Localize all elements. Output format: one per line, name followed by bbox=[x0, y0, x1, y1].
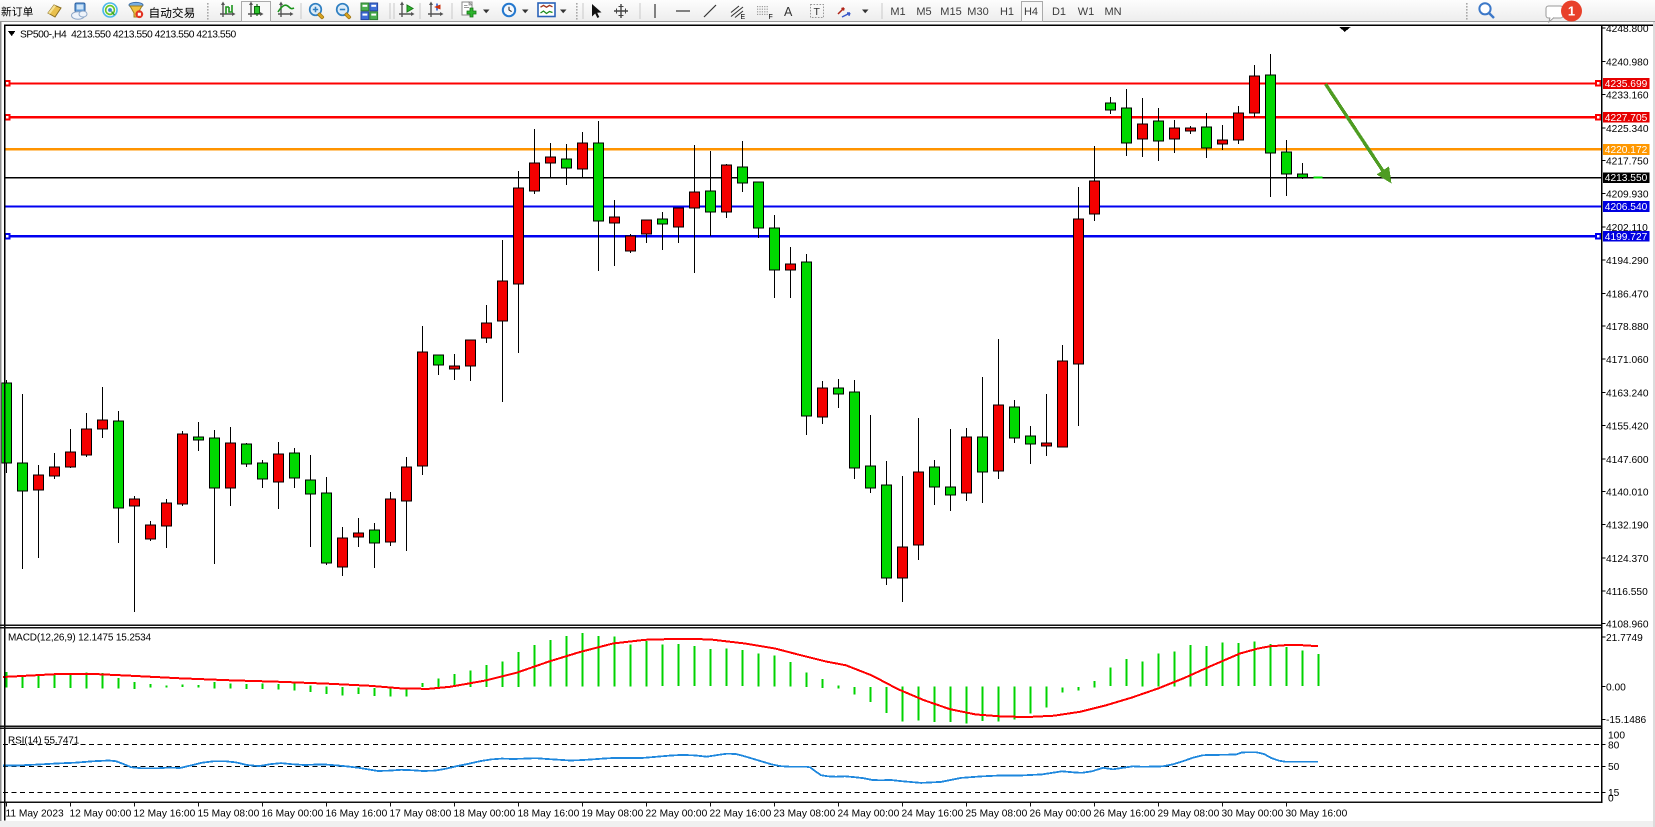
svg-text:4147.600: 4147.600 bbox=[1606, 455, 1649, 466]
svg-text:4171.060: 4171.060 bbox=[1606, 355, 1649, 366]
svg-text:4116.550: 4116.550 bbox=[1606, 587, 1648, 598]
svg-text:D1: D1 bbox=[1052, 6, 1066, 18]
svg-text:4235.699: 4235.699 bbox=[1605, 79, 1648, 90]
svg-text:12 May 16:00: 12 May 16:00 bbox=[134, 809, 196, 820]
svg-text:4227.705: 4227.705 bbox=[1605, 113, 1648, 124]
svg-text:4140.010: 4140.010 bbox=[1606, 487, 1649, 498]
svg-text:M30: M30 bbox=[967, 6, 988, 18]
svg-text:30 May 00:00: 30 May 00:00 bbox=[1222, 809, 1284, 820]
svg-text:4163.240: 4163.240 bbox=[1606, 388, 1649, 399]
svg-text:19 May 08:00: 19 May 08:00 bbox=[582, 809, 644, 820]
svg-text:18 May 00:00: 18 May 00:00 bbox=[454, 809, 516, 820]
svg-text:17 May 08:00: 17 May 08:00 bbox=[390, 809, 452, 820]
svg-text:24 May 16:00: 24 May 16:00 bbox=[902, 809, 964, 820]
svg-text:30 May 16:00: 30 May 16:00 bbox=[1286, 809, 1348, 820]
svg-text:4199.727: 4199.727 bbox=[1605, 232, 1648, 243]
svg-text:4213.550: 4213.550 bbox=[1605, 173, 1648, 184]
svg-text:-15.1486: -15.1486 bbox=[1606, 715, 1647, 726]
svg-text:4225.340: 4225.340 bbox=[1606, 124, 1649, 135]
svg-text:21.7749: 21.7749 bbox=[1606, 633, 1643, 644]
svg-text:26 May 00:00: 26 May 00:00 bbox=[1030, 809, 1092, 820]
svg-text:4248.800: 4248.800 bbox=[1606, 24, 1649, 35]
svg-text:12 May 00:00: 12 May 00:00 bbox=[70, 809, 132, 820]
svg-text:15: 15 bbox=[1608, 788, 1620, 799]
svg-text:0.00: 0.00 bbox=[1606, 683, 1626, 694]
svg-text:23 May 08:00: 23 May 08:00 bbox=[774, 809, 836, 820]
svg-text:4202.110: 4202.110 bbox=[1606, 223, 1648, 234]
svg-text:4178.880: 4178.880 bbox=[1606, 322, 1649, 333]
svg-text:16 May 16:00: 16 May 16:00 bbox=[326, 809, 388, 820]
svg-text:4194.290: 4194.290 bbox=[1606, 256, 1649, 267]
svg-text:H4: H4 bbox=[1024, 6, 1038, 18]
svg-text:MACD(12,26,9) 12.1475 15.2534: MACD(12,26,9) 12.1475 15.2534 bbox=[8, 633, 152, 644]
svg-text:4132.190: 4132.190 bbox=[1606, 521, 1649, 532]
svg-text:4209.930: 4209.930 bbox=[1606, 190, 1649, 201]
svg-text:4155.420: 4155.420 bbox=[1606, 422, 1649, 433]
svg-text:M15: M15 bbox=[940, 6, 961, 18]
svg-text:MN: MN bbox=[1104, 6, 1121, 18]
svg-text:50: 50 bbox=[1608, 762, 1620, 773]
svg-text:22 May 16:00: 22 May 16:00 bbox=[710, 809, 772, 820]
svg-text:H1: H1 bbox=[1000, 6, 1014, 18]
svg-text:100: 100 bbox=[1608, 730, 1625, 741]
svg-text:4240.980: 4240.980 bbox=[1606, 57, 1649, 68]
svg-text:11 May 2023: 11 May 2023 bbox=[6, 809, 64, 820]
svg-text:A: A bbox=[784, 5, 793, 19]
svg-text:F: F bbox=[769, 14, 773, 21]
svg-text:SP500-,H4 4213.550 4213.550 4: SP500-,H4 4213.550 4213.550 4213.550 421… bbox=[20, 29, 236, 40]
svg-text:M5: M5 bbox=[916, 6, 931, 18]
svg-text:4108.960: 4108.960 bbox=[1606, 620, 1649, 631]
svg-text:1: 1 bbox=[1568, 4, 1575, 19]
svg-text:M1: M1 bbox=[890, 6, 905, 18]
svg-text:25 May 08:00: 25 May 08:00 bbox=[966, 809, 1028, 820]
svg-text:4217.750: 4217.750 bbox=[1606, 156, 1649, 167]
svg-text:T: T bbox=[814, 6, 821, 18]
svg-text:16 May 00:00: 16 May 00:00 bbox=[262, 809, 324, 820]
svg-text:4186.470: 4186.470 bbox=[1606, 290, 1649, 301]
svg-text:29 May 08:00: 29 May 08:00 bbox=[1158, 809, 1220, 820]
svg-text:E: E bbox=[741, 14, 746, 21]
svg-text:4206.540: 4206.540 bbox=[1605, 202, 1648, 213]
svg-text:0: 0 bbox=[1608, 793, 1614, 804]
svg-text:4220.172: 4220.172 bbox=[1605, 145, 1648, 156]
svg-text:4124.370: 4124.370 bbox=[1606, 554, 1649, 565]
svg-text:24 May 00:00: 24 May 00:00 bbox=[838, 809, 900, 820]
svg-text:26 May 16:00: 26 May 16:00 bbox=[1094, 809, 1156, 820]
svg-text:80: 80 bbox=[1608, 740, 1620, 751]
svg-text:22 May 00:00: 22 May 00:00 bbox=[646, 809, 708, 820]
svg-text:15 May 08:00: 15 May 08:00 bbox=[198, 809, 260, 820]
svg-text:W1: W1 bbox=[1078, 6, 1095, 18]
svg-text:4233.160: 4233.160 bbox=[1606, 91, 1649, 102]
svg-text:RSI(14) 55.7471: RSI(14) 55.7471 bbox=[8, 735, 80, 746]
svg-text:18 May 16:00: 18 May 16:00 bbox=[518, 809, 580, 820]
